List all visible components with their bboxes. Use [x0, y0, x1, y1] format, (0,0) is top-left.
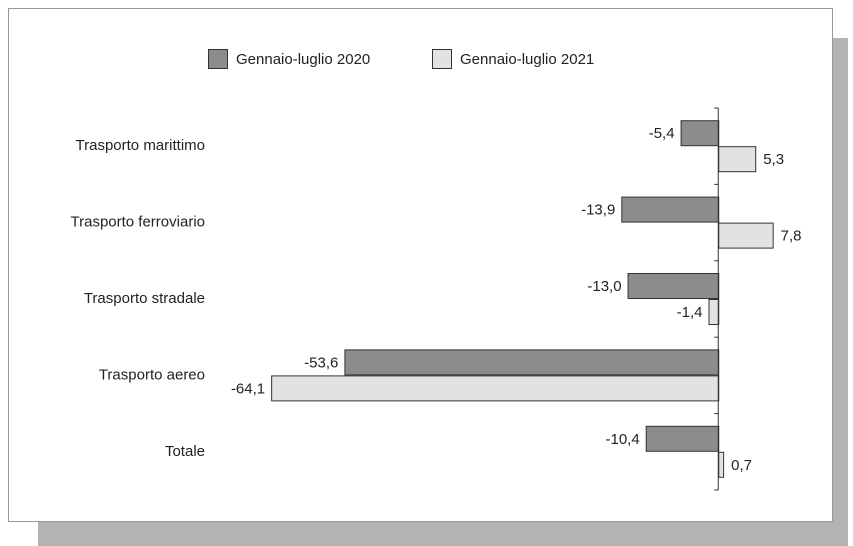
- bar: [627, 273, 720, 299]
- value-label: -13,9: [581, 202, 615, 219]
- category-label: Totale: [165, 443, 205, 460]
- bar: [621, 196, 720, 223]
- bar: [271, 375, 720, 402]
- value-label: -13,0: [587, 278, 621, 295]
- category-label: Trasporto ferroviario: [71, 214, 206, 231]
- value-label: -5,4: [649, 125, 675, 142]
- bar: [718, 451, 725, 478]
- value-label: -53,6: [304, 354, 338, 371]
- value-label: -10,4: [606, 431, 640, 448]
- value-label: -1,4: [677, 304, 703, 321]
- value-label: 7,8: [781, 228, 802, 245]
- category-label: Trasporto aereo: [99, 366, 205, 383]
- bar: [680, 120, 720, 147]
- bar: [708, 299, 720, 325]
- category-label: Trasporto marittimo: [76, 137, 205, 154]
- legend-label: Gennaio-luglio 2020: [236, 51, 370, 68]
- bar: [718, 146, 757, 173]
- bar: [718, 222, 774, 249]
- value-label: -64,1: [231, 380, 265, 397]
- bar: [344, 349, 720, 376]
- value-label: 5,3: [763, 151, 784, 168]
- legend-swatch: [432, 49, 452, 69]
- value-label: 0,7: [731, 457, 752, 474]
- legend-label: Gennaio-luglio 2021: [460, 51, 594, 68]
- category-label: Trasporto stradale: [84, 290, 205, 307]
- legend-swatch: [208, 49, 228, 69]
- bar: [645, 425, 720, 452]
